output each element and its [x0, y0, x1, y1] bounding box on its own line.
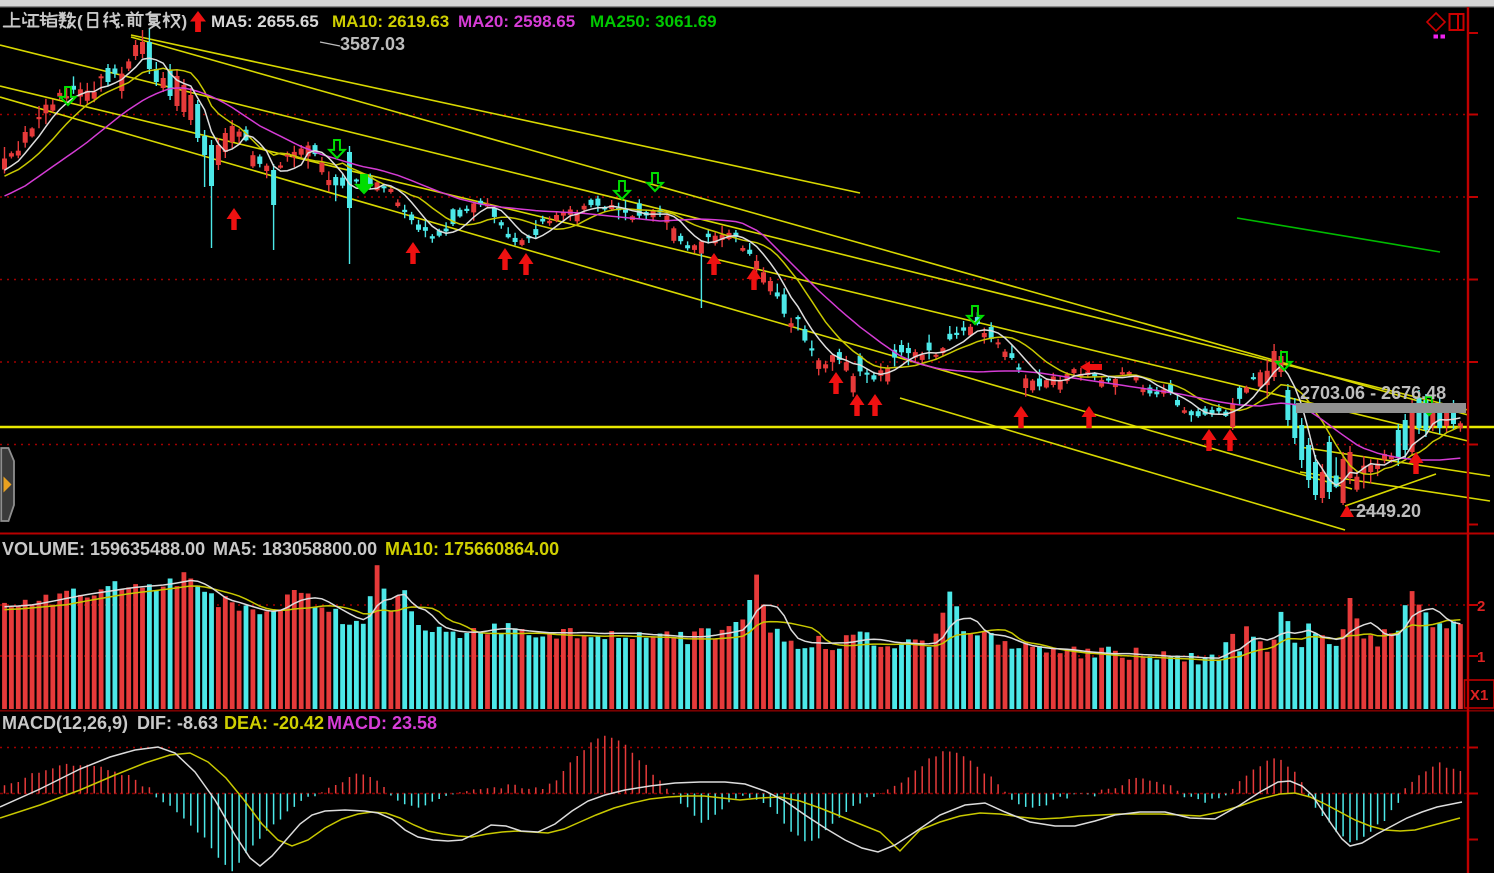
svg-text:MA10: 175660864.00: MA10: 175660864.00: [385, 539, 559, 559]
svg-text:(: (: [77, 12, 83, 31]
svg-text:VOLUME: 159635488.00: VOLUME: 159635488.00: [2, 539, 205, 559]
svg-text:MA250: 3061.69: MA250: 3061.69: [590, 12, 717, 31]
svg-text:DEA: -20.42: DEA: -20.42: [224, 713, 324, 733]
svg-text:2: 2: [1477, 598, 1485, 615]
svg-text:): ): [182, 12, 188, 31]
svg-text:2703.06 - 2676.48: 2703.06 - 2676.48: [1300, 383, 1446, 403]
svg-text:MACD(12,26,9): MACD(12,26,9): [2, 713, 128, 733]
svg-text:MA5: 183058800.00: MA5: 183058800.00: [213, 539, 377, 559]
svg-text:MACD: 23.58: MACD: 23.58: [327, 713, 437, 733]
svg-text:MA5: 2655.65: MA5: 2655.65: [211, 12, 319, 31]
svg-text:X1: X1: [1470, 687, 1488, 704]
svg-text:2449.20: 2449.20: [1356, 501, 1421, 521]
svg-text:3587.03: 3587.03: [340, 34, 405, 54]
svg-text:1: 1: [1477, 649, 1485, 666]
svg-text:MA10: 2619.63: MA10: 2619.63: [332, 12, 449, 31]
svg-text:DIF: -8.63: DIF: -8.63: [137, 713, 218, 733]
svg-text:MA20: 2598.65: MA20: 2598.65: [458, 12, 575, 31]
